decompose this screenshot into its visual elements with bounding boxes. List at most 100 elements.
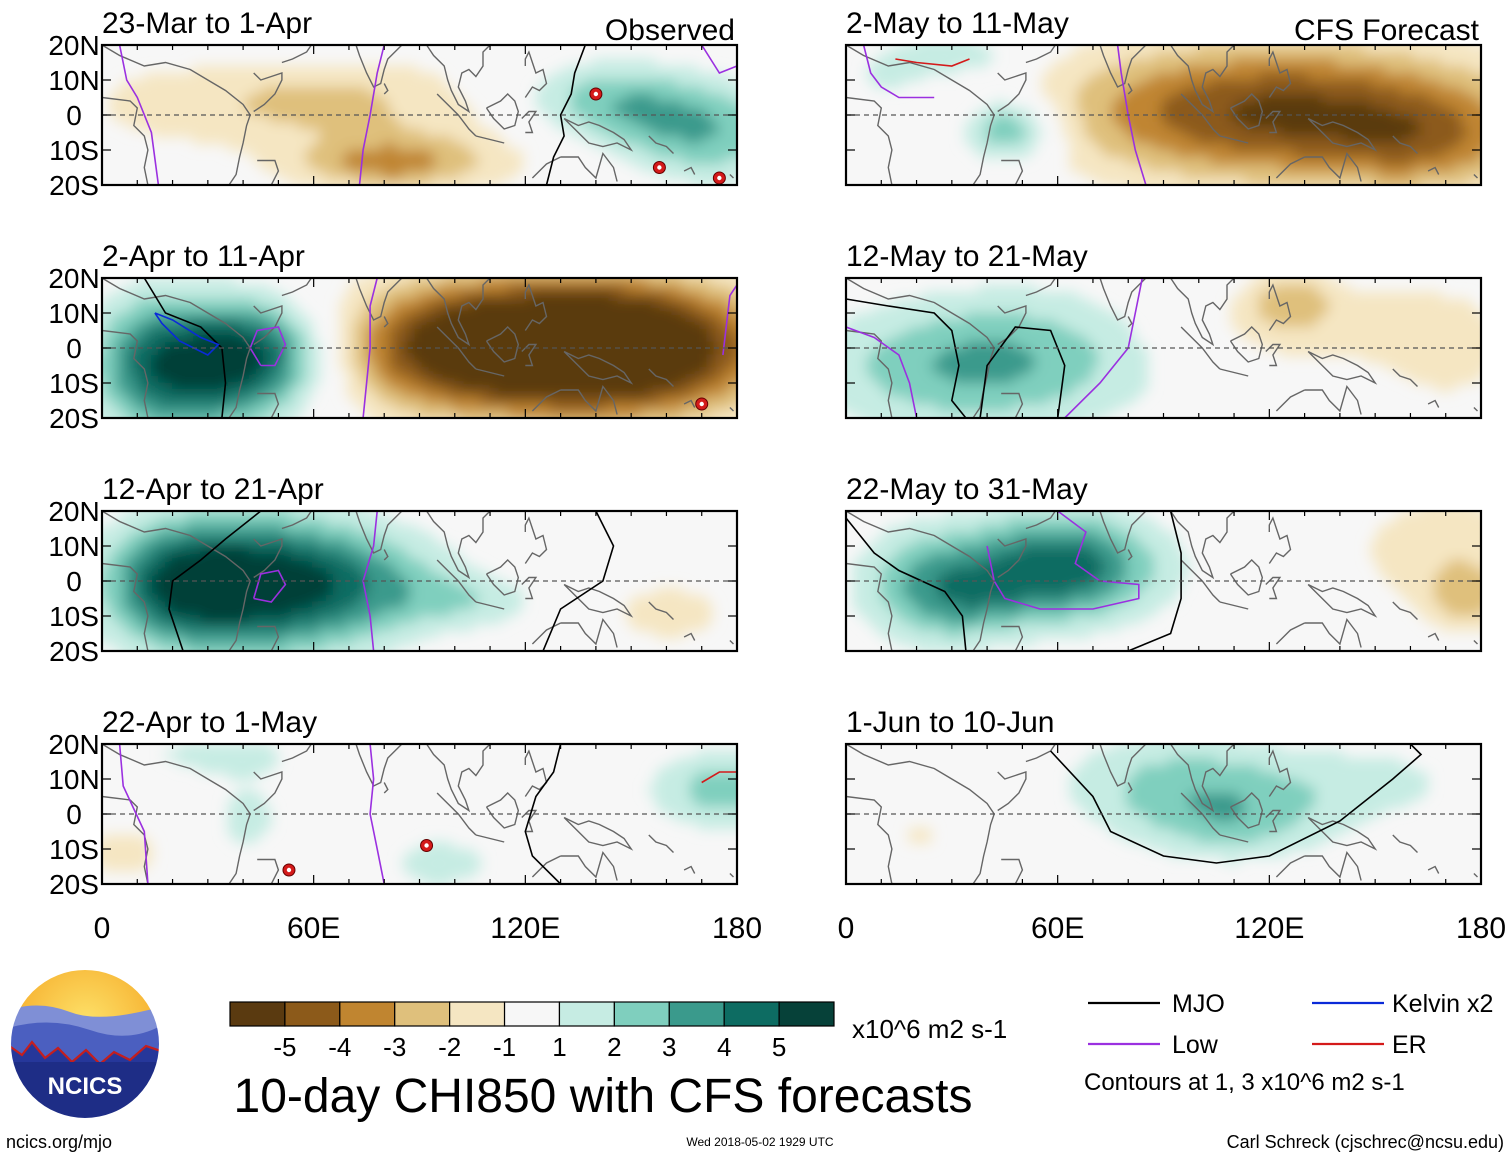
y-tick-label: 20N — [48, 30, 99, 61]
colorbar-swatch — [723, 1001, 780, 1027]
panel-observed-2: 2-Apr to 11-Apr — [100, 240, 739, 420]
legend-label: MJO — [1172, 990, 1225, 1018]
colorbar-label: -3 — [383, 1032, 406, 1062]
column-heading: Observed — [605, 14, 735, 47]
contour-line — [701, 771, 737, 784]
x-tick-label: 0 — [838, 912, 855, 945]
units-label: x10^6 m2 s-1 — [852, 1014, 1007, 1044]
logo-text: NCICS — [48, 1073, 123, 1100]
y-tick-label: 10S — [49, 135, 99, 166]
y-tick-label: 20N — [48, 496, 99, 527]
contour-line — [252, 569, 287, 603]
contour-line — [143, 278, 227, 418]
panel-period-label: 2-Apr to 11-Apr — [102, 240, 305, 273]
y-tick-label: 20N — [48, 729, 99, 760]
figure-title: 10-day CHI850 with CFS forecasts — [234, 1070, 973, 1123]
y-tick-label: 10S — [49, 834, 99, 865]
panel-forecast-3: 22-May to 31-May — [844, 473, 1483, 653]
panel-period-label: 12-Apr to 21-Apr — [102, 473, 324, 506]
colorbar-swatch — [394, 1001, 451, 1027]
y-tick-label: 20S — [49, 403, 99, 434]
contour-line — [362, 278, 378, 418]
panel-period-label: 22-Apr to 1-May — [102, 706, 317, 739]
contour-line — [1127, 511, 1182, 651]
contour-line — [118, 45, 160, 185]
colorbar-swatch — [284, 1001, 341, 1027]
panel-period-label: 1-Jun to 10-Jun — [846, 706, 1054, 739]
x-tick-label: 0 — [94, 912, 111, 945]
contour-line — [542, 511, 615, 651]
colorbar-swatch — [503, 1001, 561, 1027]
contour-line — [722, 284, 737, 356]
panel-period-label: 2-May to 11-May — [846, 7, 1069, 40]
y-tick-label: 20N — [48, 263, 99, 294]
x-tick-label: 60E — [287, 912, 340, 945]
colorbar-swatch — [449, 1001, 506, 1027]
contour-line — [369, 744, 385, 884]
contour-line — [986, 511, 1140, 610]
colorbar-swatch — [229, 1001, 286, 1027]
panel-period-label: 23-Mar to 1-Apr — [102, 7, 312, 40]
y-tick-label: 10N — [48, 298, 99, 329]
colorbar-label: 4 — [717, 1032, 731, 1062]
ncics-logo: NCICS — [9, 968, 161, 1120]
contour-line — [846, 326, 918, 418]
timestamp: Wed 2018-05-02 1929 UTC — [686, 1135, 834, 1149]
legend-label: Kelvin x2 — [1392, 990, 1493, 1018]
colorbar-label: -5 — [273, 1032, 296, 1062]
colorbar-label: -2 — [438, 1032, 461, 1062]
contour-line — [895, 58, 970, 67]
colorbar: -5 -4 -3 -2 -1 1 2 3 4 5 x10^6 m2 s-1 10-day CHI850… — [229, 1001, 1007, 1123]
y-tick-label: 10S — [49, 601, 99, 632]
y-tick-label: 20S — [49, 636, 99, 667]
x-tick-label: 120E — [1234, 912, 1304, 945]
contour-line — [154, 312, 220, 356]
colorbar-swatch — [558, 1001, 615, 1027]
contour-line — [979, 326, 1066, 418]
legend: MJO Kelvin x2 Low ER Contours at 1, 3 x10^6 … — [1084, 990, 1493, 1096]
y-tick-label: 10N — [48, 65, 99, 96]
colorbar-swatch — [778, 1001, 835, 1027]
colorbar-label: 1 — [552, 1032, 566, 1062]
contour-line — [701, 45, 737, 74]
y-tick-label: 10S — [49, 368, 99, 399]
contour-line — [168, 511, 262, 651]
contour-line — [358, 45, 385, 185]
colorbar-label: -4 — [328, 1032, 351, 1062]
colorbar-label: 2 — [607, 1032, 621, 1062]
colorbar-label: 3 — [662, 1032, 676, 1062]
x-tick-label: 180 — [1456, 912, 1506, 945]
y-tick-label: 20S — [49, 869, 99, 900]
y-tick-label: 10N — [48, 764, 99, 795]
legend-label: Low — [1172, 1031, 1219, 1059]
y-tick-label: 10N — [48, 531, 99, 562]
author-credit: Carl Schreck (cjschrec@ncsu.edu) — [1227, 1132, 1504, 1152]
y-tick-label: 20S — [49, 170, 99, 201]
colorbar-swatch — [668, 1001, 725, 1027]
panel-forecast-1: 2-May to 11-May CFS Forecast — [844, 7, 1483, 187]
colorbar-swatch — [613, 1001, 670, 1027]
x-tick-label: 180 — [712, 912, 762, 945]
panel-period-label: 12-May to 21-May — [846, 240, 1088, 273]
contour-line — [545, 45, 587, 185]
column-heading: CFS Forecast — [1294, 14, 1480, 47]
x-tick-label: 120E — [490, 912, 560, 945]
x-tick-label: 60E — [1031, 912, 1084, 945]
colorbar-swatch — [339, 1001, 396, 1027]
contour-line — [118, 744, 149, 884]
panel-period-label: 22-May to 31-May — [846, 473, 1088, 506]
y-tick-label: 0 — [66, 100, 82, 131]
site-link[interactable]: ncics.org/mjo — [6, 1132, 112, 1152]
panel-forecast-2: 12-May to 21-May — [844, 240, 1483, 420]
colorbar-label: -1 — [493, 1032, 516, 1062]
panel-observed-1: 23-Mar to 1-Apr Observed — [100, 7, 739, 187]
y-tick-label: 0 — [66, 333, 82, 364]
legend-label: ER — [1392, 1031, 1427, 1059]
y-tick-label: 0 — [66, 799, 82, 830]
contour-note: Contours at 1, 3 x10^6 m2 s-1 — [1084, 1069, 1405, 1096]
contour-line — [524, 744, 562, 884]
colorbar-label: 5 — [772, 1032, 786, 1062]
y-tick-label: 0 — [66, 566, 82, 597]
panel-observed-3: 12-Apr to 21-Apr — [100, 473, 739, 653]
